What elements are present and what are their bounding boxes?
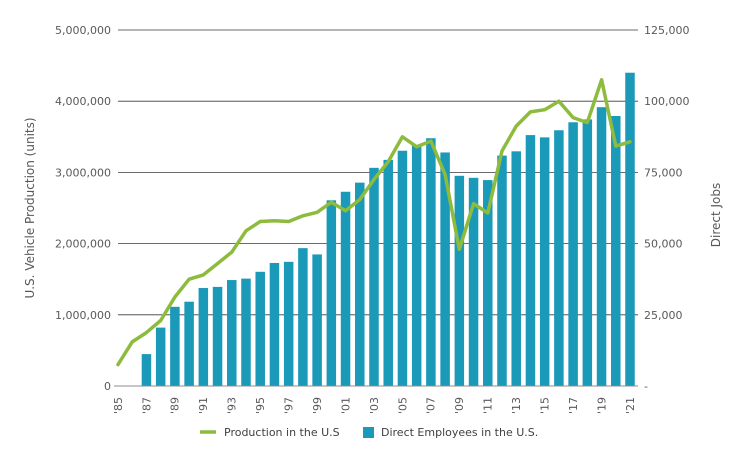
bar-employees: [440, 152, 450, 386]
x-tick-label: '17: [567, 397, 580, 414]
bar-employees: [340, 191, 351, 386]
y2-tick-label: 75,000: [644, 166, 683, 179]
bar-employees: [269, 262, 280, 386]
x-tick-label: '07: [425, 397, 438, 414]
bar-employees: [312, 254, 322, 386]
x-tick-label: '97: [283, 397, 296, 414]
y2-tick-label: 100,000: [644, 95, 690, 108]
bar-employees: [582, 119, 593, 387]
x-tick-label: '13: [510, 397, 523, 414]
y2-axis-title: Direct Jobs: [709, 183, 723, 248]
x-tick-label: '85: [112, 397, 125, 414]
x-tick-label: '91: [197, 397, 210, 414]
x-tick-label: '03: [368, 397, 381, 414]
axes: 0 - 1,000,000 25,000 2,000,000 50,000 3,000,00…: [55, 24, 689, 414]
x-tick-label: '21: [624, 397, 637, 414]
bar-employees: [170, 306, 180, 386]
y-axis-title: U.S. Vehicle Production (units): [23, 117, 37, 298]
y2-tick-label: 50,000: [644, 238, 683, 251]
production-line: [116, 78, 632, 367]
y-tick-label: 0: [104, 380, 111, 393]
x-tick-label: '19: [595, 397, 608, 414]
bar-employees: [511, 151, 521, 386]
x-tick-label: '93: [226, 397, 239, 414]
x-tick-label: '95: [254, 397, 267, 414]
y-tick-label: 2,000,000: [55, 238, 111, 251]
bar-employees: [554, 130, 564, 386]
bar-employees: [212, 286, 223, 386]
bar-employees: [155, 327, 166, 386]
bar-employees: [483, 180, 493, 386]
legend-employees-swatch: [363, 427, 374, 438]
y-tick-label: 5,000,000: [55, 24, 111, 37]
bar-employees: [326, 200, 337, 386]
bar-employees: [255, 271, 265, 386]
legend-employees-label: Direct Employees in the U.S.: [381, 426, 538, 439]
bar-employees: [525, 135, 536, 386]
bar-employees: [227, 280, 237, 386]
bar-employees: [283, 261, 294, 386]
bar-employees: [497, 155, 507, 386]
bar-employees: [454, 175, 465, 386]
x-tick-label: '05: [396, 397, 409, 414]
bar-employees: [411, 145, 422, 386]
x-tick-label: '09: [453, 397, 466, 414]
legend-production-label: Production in the U.S: [224, 426, 340, 439]
bar-employees: [397, 150, 408, 386]
bar-employees: [383, 159, 393, 386]
x-tick-label: '11: [482, 397, 495, 414]
production-line-group: [116, 78, 632, 367]
bar-employees: [141, 354, 152, 386]
y2-tick-label: -: [644, 380, 648, 393]
bar-employees: [568, 122, 578, 386]
x-tick-label: '89: [169, 397, 182, 414]
y-tick-label: 4,000,000: [55, 95, 111, 108]
bar-employees: [539, 137, 550, 386]
bar-employees: [298, 248, 308, 386]
bar-employees: [426, 138, 436, 386]
bar-employees: [468, 177, 479, 386]
bar-employees: [355, 182, 365, 386]
bar-employees: [184, 301, 194, 386]
bar-employees: [611, 116, 621, 387]
x-tick-label: '01: [339, 397, 352, 414]
bar-employees: [625, 72, 635, 386]
x-tick-label: '15: [539, 397, 552, 414]
y-tick-label: 3,000,000: [55, 166, 111, 179]
employees-bars: [141, 72, 635, 387]
legend: Production in the U.S Direct Employees i…: [200, 426, 538, 439]
x-tick-label: '99: [311, 397, 324, 414]
y2-tick-label: 25,000: [644, 309, 683, 322]
y2-tick-label: 125,000: [644, 24, 690, 37]
bar-employees: [369, 167, 379, 386]
y-tick-label: 1,000,000: [55, 309, 111, 322]
bar-employees: [241, 278, 251, 386]
bar-employees: [198, 288, 209, 386]
x-tick-label: '87: [140, 397, 153, 414]
bar-employees: [596, 107, 607, 387]
